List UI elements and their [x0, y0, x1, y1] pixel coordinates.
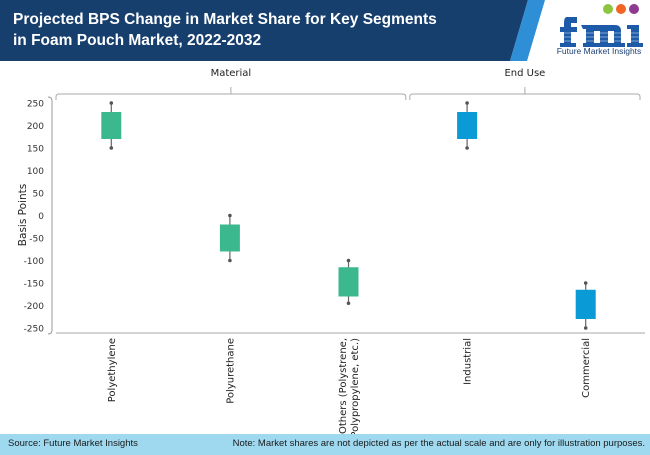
box-series	[101, 101, 596, 330]
y-tick-label: 150	[27, 145, 44, 155]
whisker-low-cap	[465, 146, 469, 150]
x-tick-label-line: Commercial	[581, 338, 592, 398]
source-text: Source: Future Market Insights	[8, 438, 138, 449]
footer-bar: Source: Future Market Insights Note: Mar…	[0, 434, 650, 455]
whisker-low-cap	[583, 326, 588, 330]
y-axis: 250 200 150 100 50 0 -50 -100 -150 -200 -250	[24, 96, 53, 335]
box-rect	[575, 289, 596, 319]
y-tick-label: -150	[24, 280, 45, 290]
x-tick-label-line: Polyethylene	[107, 338, 118, 402]
y-axis-label: Basis Points	[17, 184, 29, 246]
y-tick-label: 0	[38, 212, 44, 222]
box-item	[457, 101, 478, 150]
y-tick-label: 50	[33, 190, 45, 200]
fmi-logo: Future Market Insights	[553, 3, 645, 58]
group-bracket-line	[409, 93, 641, 100]
box-rect	[338, 267, 359, 297]
box-rect	[101, 112, 122, 139]
group-label: End Use	[504, 68, 545, 79]
group-brackets: Material End Use	[55, 68, 641, 100]
box-item	[575, 281, 596, 330]
x-tick-label: Polyethylene	[107, 338, 118, 402]
box-rect	[219, 224, 240, 252]
x-tick-label: Others (Polystrene, Polypropylene, etc.)	[338, 338, 361, 434]
logo-text: Future Market Insights	[556, 46, 642, 56]
box-item	[219, 213, 240, 263]
logo-dot-purple	[629, 4, 639, 14]
y-tick-label: -50	[29, 235, 44, 245]
whisker-low-cap	[346, 301, 351, 306]
x-tick-label: Commercial	[581, 338, 592, 398]
whisker-low-cap	[228, 258, 232, 263]
note-text: Note: Market shares are not depicted as …	[232, 438, 645, 449]
page-title: Projected BPS Change in Market Share for…	[13, 11, 437, 49]
x-axis: Polyethylene Polyurethane Others (Polystre…	[56, 332, 645, 434]
logo-dot-orange	[616, 4, 626, 14]
y-tick-label: 200	[27, 122, 44, 132]
x-tick-label-line: Polypropylene, etc.)	[350, 338, 361, 434]
whisker-high-cap	[109, 101, 114, 105]
y-axis-line	[47, 96, 53, 335]
header-background	[0, 0, 545, 61]
header-accent-stripe	[510, 0, 545, 61]
y-tick-label: 250	[27, 100, 44, 110]
group-bracket: Material	[55, 68, 407, 100]
logo-dot-green	[603, 4, 613, 14]
whisker-low-cap	[109, 146, 114, 150]
y-tick-label: -100	[24, 257, 45, 267]
whisker-high-cap	[228, 213, 232, 218]
whisker-high-cap	[583, 281, 588, 285]
x-tick-label-line: Others (Polystrene,	[338, 338, 349, 434]
logo-letters	[560, 17, 643, 47]
group-bracket: End Use	[409, 68, 641, 100]
y-tick-label: -250	[24, 325, 45, 335]
header-dark-band	[0, 0, 528, 61]
x-tick-label: Industrial	[463, 338, 474, 385]
y-tick-label: -200	[24, 302, 45, 312]
box-item	[101, 101, 122, 150]
whisker-high-cap	[346, 258, 351, 263]
y-tick-label: 100	[27, 167, 44, 177]
fmi-logo-mark	[560, 4, 643, 47]
group-label: Material	[211, 68, 252, 79]
header-banner: Projected BPS Change in Market Share for…	[0, 0, 650, 61]
box-item	[338, 258, 359, 306]
whisker-high-cap	[465, 101, 469, 105]
box-chart: Material End Use 250 200 150 100 50 0 -50 -100 -1…	[17, 68, 645, 434]
x-tick-label-line: Industrial	[463, 338, 474, 385]
box-rect	[457, 112, 478, 139]
group-bracket-line	[55, 93, 407, 100]
x-tick-label: Polyurethane	[225, 338, 236, 404]
x-tick-label-line: Polyurethane	[225, 338, 236, 404]
